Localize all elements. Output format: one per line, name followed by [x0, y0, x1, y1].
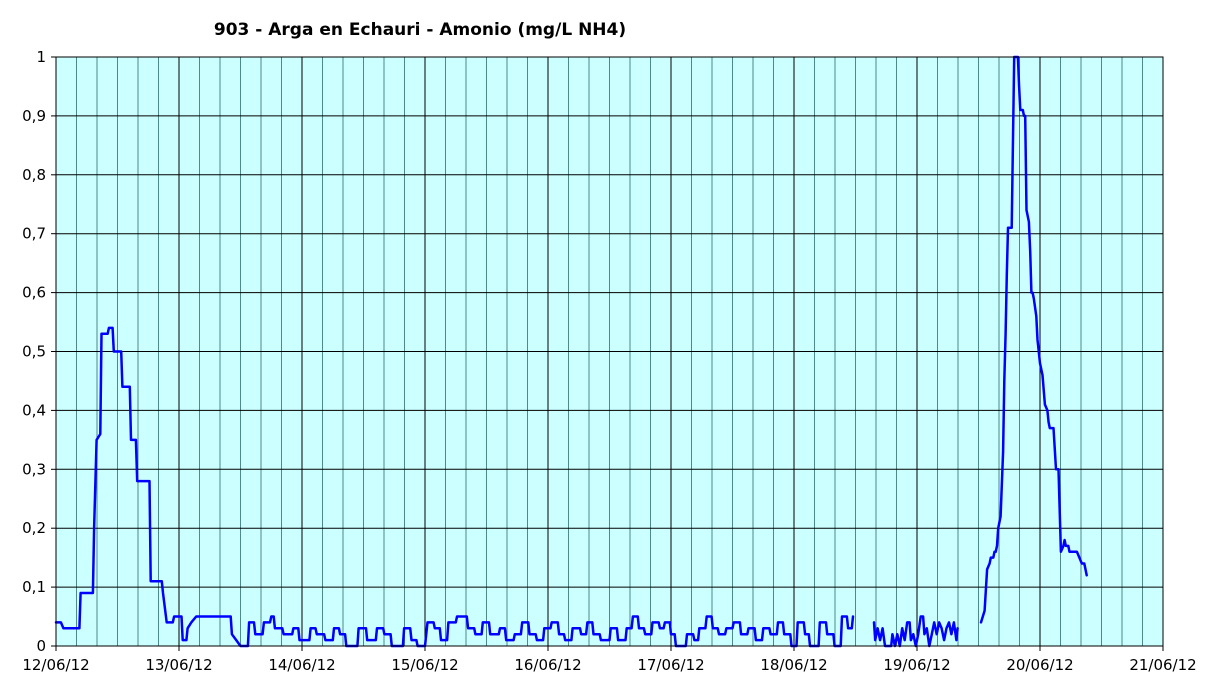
x-tick-label: 13/06/12 [145, 656, 212, 674]
x-tick-label: 15/06/12 [391, 656, 458, 674]
y-tick-label: 0,3 [22, 460, 46, 478]
x-tick-label: 19/06/12 [883, 656, 950, 674]
y-axis-tick-labels: 0 0,1 0,2 0,3 0,4 0,5 0,6 0,7 0,8 0,9 1 [22, 48, 56, 655]
major-gridlines [56, 57, 1163, 646]
y-tick-label: 0,1 [22, 578, 46, 596]
x-tick-label: 14/06/12 [268, 656, 335, 674]
y-tick-label: 0,4 [22, 401, 46, 419]
y-tick-label: 0,2 [22, 519, 46, 537]
y-tick-label: 0,6 [22, 284, 46, 302]
y-tick-label: 0,7 [22, 225, 46, 243]
y-tick-label: 0,9 [22, 107, 46, 125]
y-tick-label: 0 [36, 637, 46, 655]
series-line-segment [979, 55, 1088, 624]
x-tick-label: 17/06/12 [637, 656, 704, 674]
y-tick-label: 1 [36, 48, 46, 66]
plot-frame [55, 56, 1164, 647]
y-tick-label: 0,8 [22, 166, 46, 184]
x-axis-tick-labels: 12/06/12 13/06/12 14/06/12 15/06/12 16/06/12… [22, 646, 1197, 674]
chart-title: 903 - Arga en Echauri - Amonio (mg/L NH4… [214, 20, 626, 40]
x-tick-label: 12/06/12 [22, 656, 89, 674]
x-tick-label: 21/06/12 [1129, 656, 1196, 674]
y-tick-label: 0,5 [22, 343, 46, 361]
series-line-segment [54, 326, 855, 648]
x-tick-label: 20/06/12 [1006, 656, 1073, 674]
x-tick-label: 18/06/12 [760, 656, 827, 674]
x-tick-label: 16/06/12 [514, 656, 581, 674]
